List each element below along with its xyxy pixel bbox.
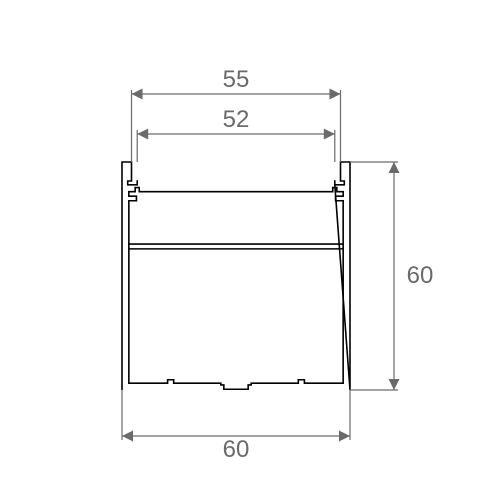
technical-drawing: 55 52 60 60 xyxy=(0,0,500,500)
dimension-label-60-height: 60 xyxy=(407,262,434,290)
dimension-label-52: 52 xyxy=(223,106,250,134)
drawing-svg xyxy=(0,0,500,500)
dimension-label-60-width: 60 xyxy=(223,436,250,464)
dimension-label-55: 55 xyxy=(223,66,250,94)
